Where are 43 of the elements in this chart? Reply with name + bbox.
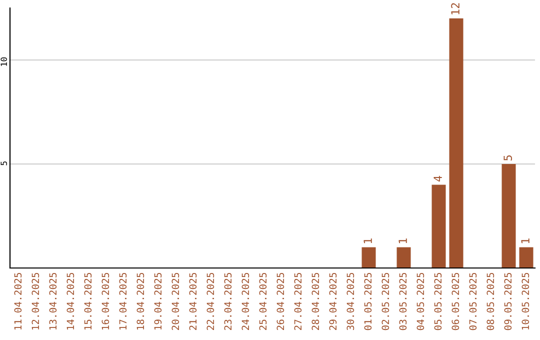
x-tick-label: 23.04.2025 bbox=[224, 272, 232, 330]
x-tick-label: 13.04.2025 bbox=[49, 272, 57, 330]
x-tick-label: 20.04.2025 bbox=[172, 272, 180, 330]
x-tick-label: 19.04.2025 bbox=[154, 272, 162, 330]
data-label: 1 bbox=[364, 238, 372, 244]
x-tick-label: 29.04.2025 bbox=[329, 272, 337, 330]
x-tick-label: 15.04.2025 bbox=[84, 272, 92, 330]
x-tick-label: 03.05.2025 bbox=[399, 272, 407, 330]
data-label: 12 bbox=[451, 3, 460, 14]
x-tick-label: 09.05.2025 bbox=[504, 272, 512, 330]
x-tick-label: 22.04.2025 bbox=[206, 272, 214, 330]
bar bbox=[502, 164, 516, 268]
y-tick-label: 10 bbox=[0, 57, 7, 66]
x-tick-label: 04.05.2025 bbox=[416, 272, 424, 330]
x-tick-label: 21.04.2025 bbox=[189, 272, 197, 330]
x-tick-label: 08.05.2025 bbox=[486, 272, 494, 330]
x-tick-label: 05.05.2025 bbox=[434, 272, 442, 330]
data-label: 1 bbox=[398, 238, 407, 244]
x-tick-label: 25.04.2025 bbox=[259, 272, 267, 330]
x-tick-label: 10.05.2025 bbox=[522, 272, 530, 330]
x-tick-label: 11.04.2025 bbox=[14, 272, 22, 330]
bar bbox=[396, 247, 411, 268]
x-tick-label: 18.04.2025 bbox=[136, 272, 144, 330]
x-tick-label: 02.05.2025 bbox=[382, 272, 390, 330]
data-label: 4 bbox=[434, 176, 442, 182]
bar bbox=[432, 184, 446, 268]
data-label: 5 bbox=[504, 155, 512, 160]
x-tick-label: 12.04.2025 bbox=[32, 272, 40, 330]
bar bbox=[449, 18, 464, 268]
bar bbox=[362, 247, 376, 268]
x-tick-label: 30.04.2025 bbox=[346, 272, 354, 330]
x-tick-label: 28.04.2025 bbox=[312, 272, 320, 330]
x-tick-label: 26.04.2025 bbox=[276, 272, 284, 330]
x-tick-label: 14.04.2025 bbox=[66, 272, 74, 330]
x-tick-label: 07.05.2025 bbox=[469, 272, 477, 330]
x-tick-label: 01.05.2025 bbox=[364, 272, 372, 330]
x-tick-label: 24.04.2025 bbox=[242, 272, 250, 330]
x-tick-label: 16.04.2025 bbox=[102, 272, 110, 330]
x-tick-label: 17.04.2025 bbox=[119, 272, 127, 330]
data-label: 1 bbox=[521, 238, 530, 244]
bar bbox=[519, 247, 534, 268]
x-tick-label: 27.04.2025 bbox=[294, 272, 302, 330]
x-tick-label: 06.05.2025 bbox=[452, 272, 460, 330]
